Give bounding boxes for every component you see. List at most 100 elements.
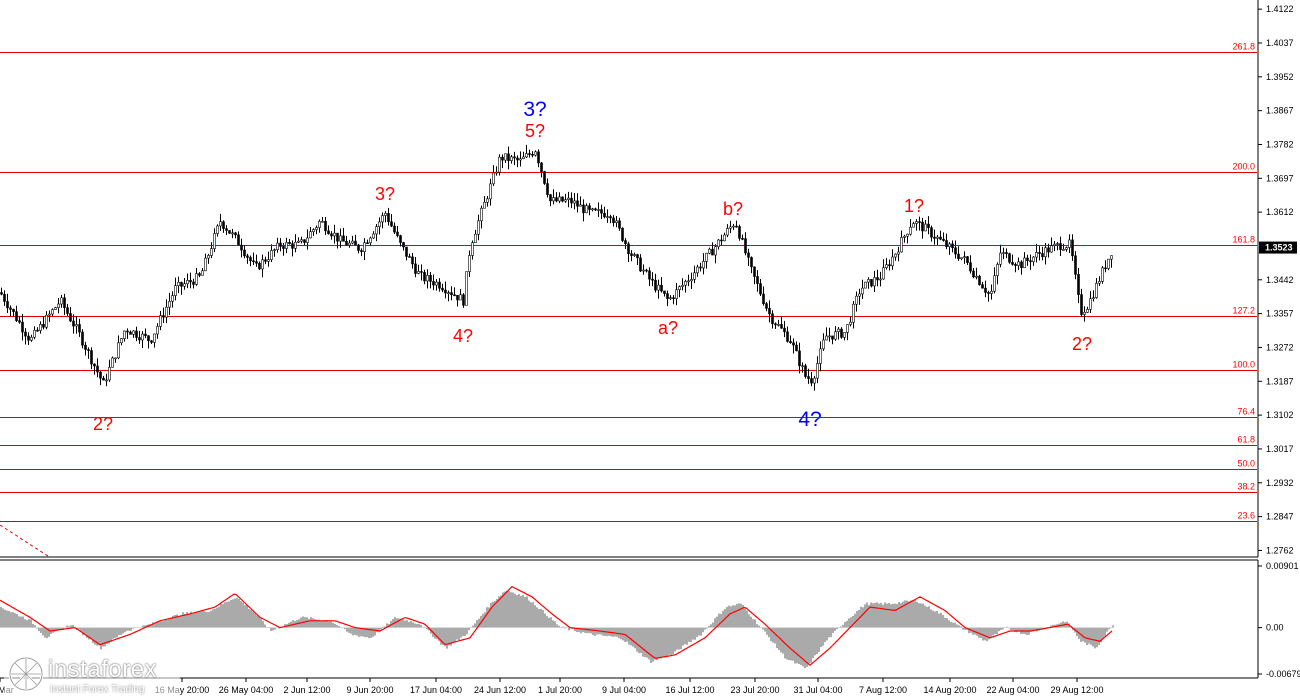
histogram-bar [260,618,262,628]
candle-body [141,333,144,341]
candle-body [246,255,249,258]
price-tick-label: 1.2932 [1266,478,1294,488]
candle-body [243,249,246,257]
candle-body [663,290,666,294]
candle-body [57,303,60,308]
candle-body [498,156,501,173]
candle-body [1050,245,1053,253]
candle-body [429,275,432,282]
histogram-bar [262,621,264,628]
histogram-bar [824,627,826,642]
histogram-bar [804,627,806,669]
histogram-bar [634,627,636,649]
time-tick-label: 31 Jul 04:00 [793,685,842,695]
candle-body [123,330,126,339]
histogram-bar [830,627,832,638]
histogram-bar [386,623,388,628]
candle-body [1086,309,1089,313]
candle-body [948,243,951,248]
histogram-bar [990,627,992,638]
candle-body [549,194,552,202]
candle-body [285,242,288,249]
candle-body [885,264,888,268]
candle-body [93,363,96,367]
candle-body [654,279,657,291]
histogram-bar [980,627,982,639]
candle-body [825,335,828,341]
histogram-bar [36,627,38,629]
candle-body [432,281,435,286]
histogram-bar [194,612,196,628]
histogram-bar [956,624,958,628]
candle-body [594,208,597,211]
histogram-bar [162,621,164,628]
histogram-bar [886,603,888,628]
candle-body [339,235,342,242]
time-tick-label: 26 May 04:00 [219,685,274,695]
candle-body [921,221,924,232]
histogram-bar [398,618,400,628]
candle-body [627,243,630,254]
histogram-bar [336,625,338,628]
histogram-bar [436,627,438,640]
histogram-bar [896,604,898,628]
wave-label: 4? [798,408,821,431]
histogram-bar [278,627,280,629]
candle-body [591,208,594,211]
candle-body [237,234,240,246]
histogram-bar [800,627,802,665]
histogram-bar [666,627,668,658]
candle-body [213,233,216,249]
histogram-bar [484,612,486,628]
candle-body [69,313,72,322]
histogram-bar [708,625,710,628]
histogram-bar [1034,627,1036,631]
histogram-bar [1004,627,1006,628]
candle-body [564,199,567,202]
candle-body [1026,257,1029,261]
histogram-bar [346,627,348,632]
candle-body [351,240,354,244]
candle-body [360,250,363,253]
time-tick-label: 23 Jul 20:00 [730,685,779,695]
histogram-bar [362,627,364,637]
price-axis: 1.4122 1.4037 1.3952 1.3867 1.3782 1.3697 1.36… [1258,4,1294,555]
candle-body [822,339,825,350]
histogram-bar [714,618,716,628]
candle-body [504,153,507,161]
histogram-bar [78,627,80,630]
candle-body [930,227,933,238]
candle-body [954,247,957,255]
candle-body [273,249,276,251]
time-tick-label: 2 Jun 12:00 [283,685,330,695]
candle-body [102,377,105,381]
candle-body [786,331,789,342]
histogram-bar [116,627,118,638]
histogram-bar [126,627,128,631]
histogram-bar [292,620,294,628]
candle-body [483,201,486,209]
histogram-bar [652,627,654,662]
candle-body [960,257,963,260]
candle-body [306,237,309,243]
histogram-bar [548,617,550,628]
candle-body [864,281,867,289]
histogram-bar [690,627,692,643]
histogram-bar [540,608,542,628]
histogram-bar [508,591,510,628]
candle-body [381,215,384,223]
candle-body [180,281,183,287]
histogram-bar [902,601,904,628]
candle-body [867,279,870,283]
histogram-bar [706,627,708,629]
histogram-bar [906,600,908,628]
candle-body [924,223,927,232]
time-tick-label: 29 Aug 12:00 [1050,685,1103,695]
candle-body [516,157,519,161]
histogram-bar [554,621,556,628]
candle-body [45,314,48,328]
histogram-bar [582,627,584,633]
histogram-bar [586,627,588,634]
histogram-bar [1088,627,1090,644]
candle-body [957,253,960,260]
